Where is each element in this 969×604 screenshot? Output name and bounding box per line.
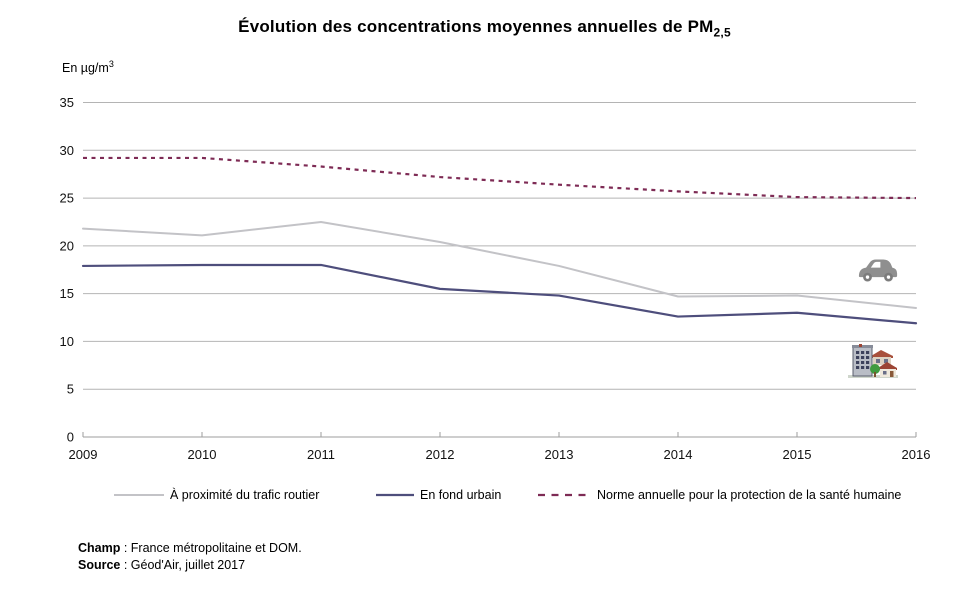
chart-title: Évolution des concentrations moyennes an… [0, 17, 969, 39]
y-axis-tick-label: 30 [60, 143, 74, 158]
series-line-1 [81, 263, 918, 325]
y-axis-tick-label: 35 [60, 95, 74, 110]
legend-item-norme: Norme annuelle pour la protection de la … [538, 488, 901, 502]
legend-line-norme-sample [538, 493, 592, 497]
x-axis-tick-label: 2010 [188, 447, 217, 462]
legend-item-trafic: À proximité du trafic routier [113, 488, 319, 502]
legend-item-fond-urbain: En fond urbain [375, 488, 501, 502]
y-axis-unit-text: En µg/m [62, 61, 109, 76]
car-icon [858, 259, 898, 282]
chart-title-text: Évolution des concentrations moyennes an… [238, 17, 714, 36]
source-value: : Géod'Air, juillet 2017 [120, 558, 246, 572]
chart-plot-area: 0 5 10 15 20 25 30 35 2009 2010 2011 2012 2013 2014 20… [60, 95, 931, 462]
legend-line-trafic-sample [114, 494, 164, 496]
x-axis-tick-label: 2016 [902, 447, 931, 462]
source-note: Source : Géod'Air, juillet 2017 [78, 557, 302, 574]
legend-label-norme: Norme annuelle pour la protection de la … [597, 488, 902, 502]
y-axis-unit-label: En µg/m3 [62, 59, 114, 75]
y-axis-unit-exponent: 3 [108, 59, 114, 69]
chart-title-subscript: 2,5 [713, 25, 731, 40]
x-axis-tick-label: 2009 [69, 447, 98, 462]
y-axis-tick-label: 25 [60, 191, 74, 206]
buildings-icon [848, 344, 898, 378]
x-axis-tick-label: 2012 [426, 447, 455, 462]
x-axis-tick-label: 2011 [307, 447, 335, 462]
series-line-0 [82, 220, 917, 309]
legend-label-fond-urbain: En fond urbain [420, 488, 502, 502]
footnotes: Champ : France métropolitaine et DOM. So… [78, 540, 302, 574]
legend-label-trafic: À proximité du trafic routier [170, 488, 320, 502]
champ-value: : France métropolitaine et DOM. [120, 541, 302, 555]
y-axis-tick-label: 15 [60, 286, 74, 301]
legend-line-fond-urbain-sample [376, 493, 414, 497]
x-axis-tick-label: 2014 [664, 447, 693, 462]
champ-label: Champ [78, 541, 121, 555]
y-axis-tick-label: 10 [60, 334, 74, 349]
series-line-2 [83, 156, 917, 200]
source-label: Source [78, 558, 121, 572]
y-axis-tick-label: 0 [67, 430, 74, 445]
champ-note: Champ : France métropolitaine et DOM. [78, 540, 302, 557]
x-axis-tick-label: 2013 [545, 447, 574, 462]
y-axis-tick-label: 20 [60, 238, 74, 253]
x-axis-tick-label: 2015 [783, 447, 812, 462]
y-axis-tick-label: 5 [67, 382, 74, 397]
